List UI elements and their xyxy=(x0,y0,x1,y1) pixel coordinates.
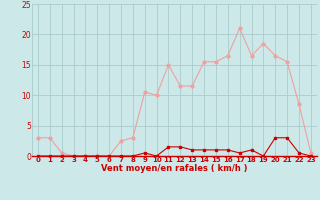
X-axis label: Vent moyen/en rafales ( km/h ): Vent moyen/en rafales ( km/h ) xyxy=(101,164,248,173)
